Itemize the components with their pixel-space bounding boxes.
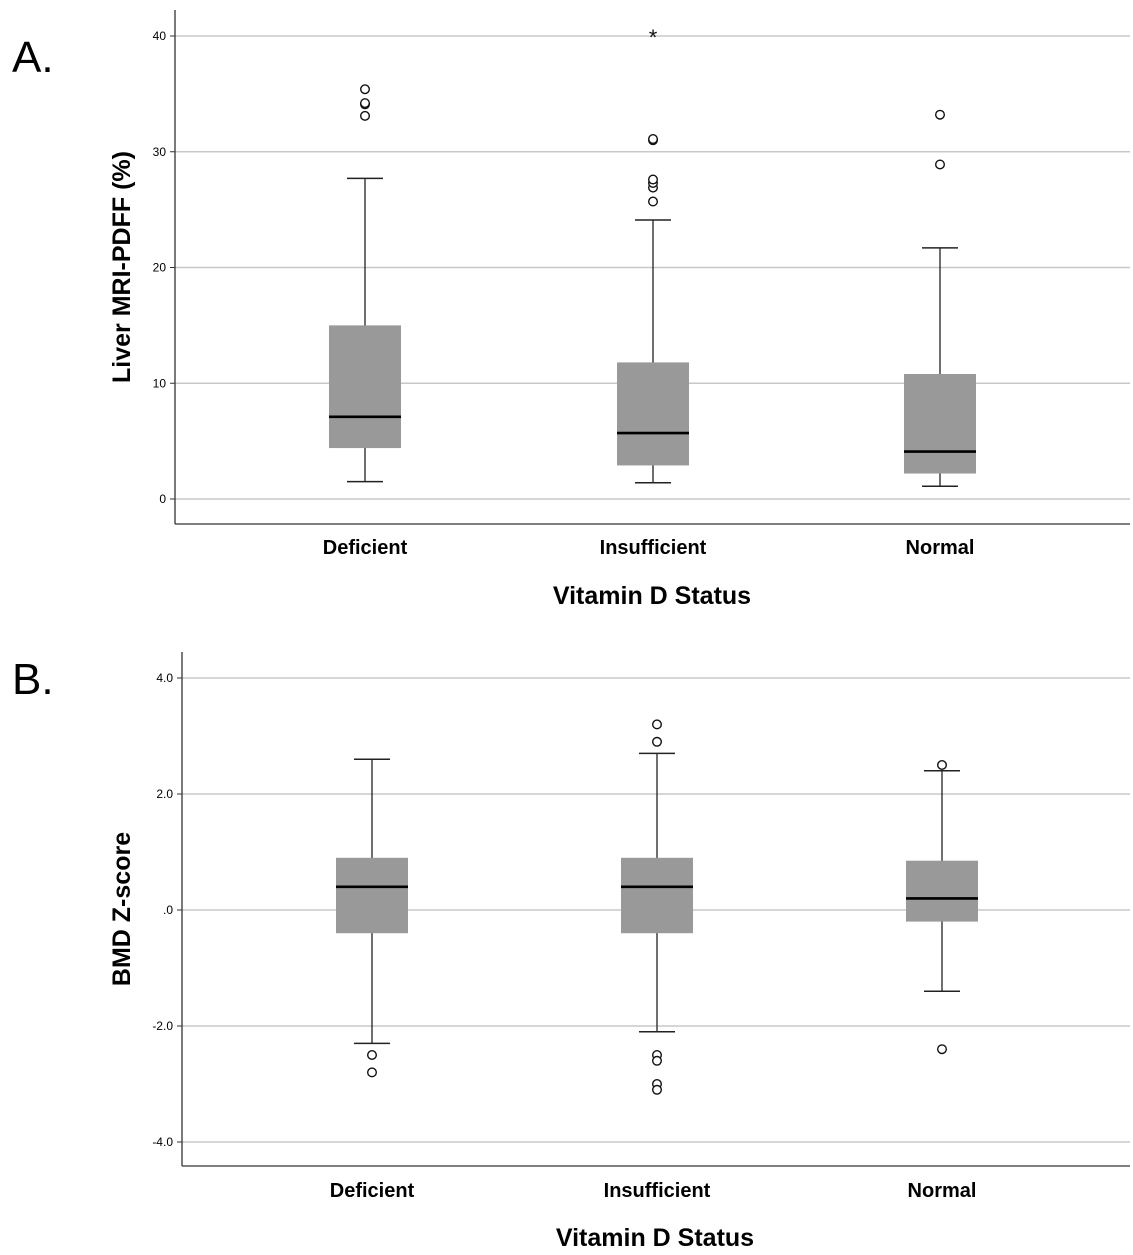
outlier-point <box>935 109 946 120</box>
box-deficient <box>329 84 401 483</box>
y-tick-label: 4.0 <box>156 671 173 685</box>
y-tick-label: 0 <box>159 492 166 506</box>
outlier-point <box>367 1049 378 1060</box>
outlier-point <box>652 1084 663 1095</box>
box-insufficient <box>621 719 693 1095</box>
iqr-box <box>617 362 689 466</box>
y-axis-title: BMD Z-score <box>108 832 136 986</box>
outlier-point <box>937 760 948 771</box>
x-category-label: Normal <box>908 1180 977 1202</box>
x-axis-title: Vitamin D Status <box>556 1224 754 1252</box>
y-tick-label: .0 <box>163 903 173 917</box>
iqr-box <box>906 860 978 922</box>
x-axis-title: Vitamin D Status <box>553 582 751 610</box>
x-category-label: Insufficient <box>600 537 707 559</box>
y-tick-label: -4.0 <box>152 1135 173 1149</box>
outlier-point <box>360 98 371 109</box>
extreme-point: * <box>649 25 658 50</box>
outlier-point <box>652 719 663 730</box>
y-tick-label: -2.0 <box>152 1019 173 1033</box>
outlier-point <box>367 1067 378 1078</box>
outlier-point <box>937 1044 948 1055</box>
y-tick-label: 40 <box>153 29 167 43</box>
outlier-point <box>360 110 371 121</box>
outlier-point <box>360 84 371 95</box>
x-category-label: Normal <box>906 537 975 559</box>
box-normal <box>906 760 978 1055</box>
panel-label: B. <box>12 655 54 704</box>
iqr-box <box>621 857 693 934</box>
outlier-point <box>652 736 663 747</box>
outlier-point <box>648 134 659 145</box>
y-axis-title: Liver MRI-PDFF (%) <box>108 151 136 383</box>
y-tick-label: 30 <box>153 145 167 159</box>
x-category-label: Deficient <box>330 1180 415 1202</box>
y-tick-label: 20 <box>153 261 167 275</box>
outlier-point <box>648 174 659 185</box>
iqr-box <box>904 373 976 474</box>
box-insufficient: * <box>617 25 689 484</box>
panel-label: A. <box>12 33 54 82</box>
y-tick-label: 2.0 <box>156 787 173 801</box>
chart-panel-b: B. 4.0 2.0 .0 -2.0 -4.0 Deficient Insufficient N… <box>12 652 1130 1252</box>
outlier-point <box>648 196 659 207</box>
x-category-label: Insufficient <box>604 1180 711 1202</box>
box-normal <box>904 109 976 488</box>
outlier-point <box>652 1055 663 1066</box>
chart-panel-a: A. 0 10 20 30 40 Deficient * Insufficient Normal V… <box>12 10 1130 610</box>
iqr-box <box>329 325 401 449</box>
x-category-label: Deficient <box>323 537 408 559</box>
outlier-point <box>935 159 946 170</box>
box-deficient <box>336 758 408 1078</box>
iqr-box <box>336 857 408 934</box>
y-tick-label: 10 <box>153 376 167 390</box>
